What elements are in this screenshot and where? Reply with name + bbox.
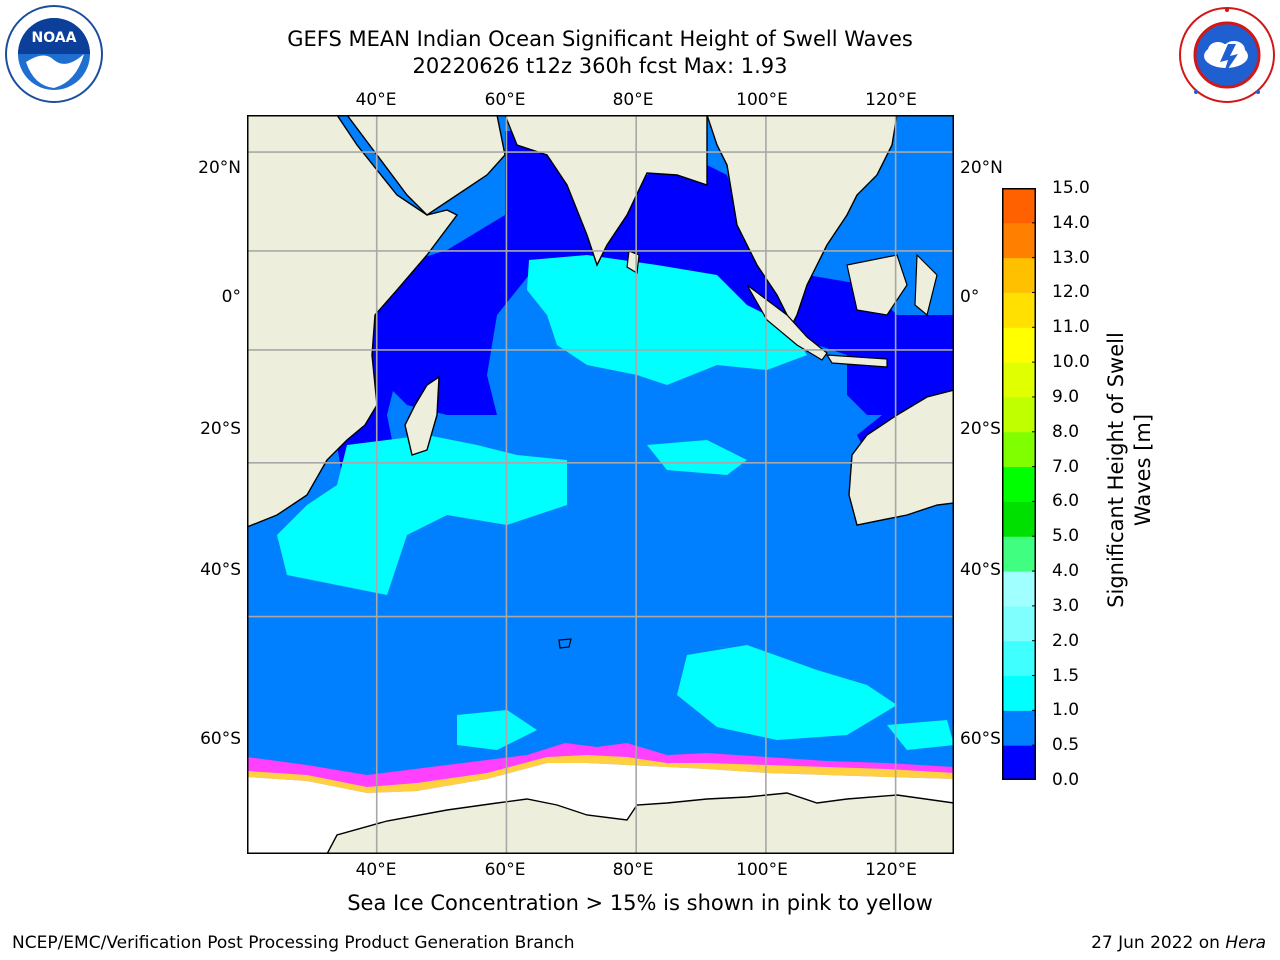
- land-australia: [848, 389, 954, 526]
- chart-subtitle: 20220626 t12z 360h fcst Max: 1.93: [412, 54, 788, 78]
- lon-tick-bottom: 60°E: [484, 860, 526, 880]
- colorbar-segment: [1002, 222, 1036, 259]
- colorbar-tick-label: 13.0: [1052, 247, 1090, 268]
- swell-mid-sw-indian: [277, 435, 567, 595]
- colorbar-tick-label: 15.0: [1052, 178, 1090, 198]
- colorbar-segment: [1002, 571, 1036, 607]
- land-sumatra: [746, 284, 828, 361]
- land-arabia: [346, 115, 506, 216]
- colorbar-segment: [1002, 675, 1036, 711]
- land-antarctica: [326, 792, 954, 854]
- colorbar-segment: [1002, 710, 1036, 746]
- colorbar-tick-label: 1.0: [1052, 700, 1080, 721]
- colorbar-segment: [1002, 501, 1036, 537]
- colorbar-tick-label: 4.0: [1052, 561, 1080, 582]
- lon-tick-top: 40°E: [355, 90, 397, 110]
- colorbar-border: [1002, 188, 1036, 780]
- colorbar-title: Significant Height of Swell Waves [m]: [1100, 300, 1160, 640]
- colorbar-segment: [1002, 257, 1036, 293]
- land-sulawesi: [914, 253, 938, 317]
- land-africa: [247, 115, 459, 528]
- lon-tick-bottom: 80°E: [612, 860, 654, 880]
- sea-ice-note: Sea Ice Concentration > 15% is shown in …: [347, 891, 933, 915]
- footer-credit: NCEP/EMC/Verification Post Processing Pr…: [12, 933, 575, 953]
- colorbar-tick-label: 0.5: [1052, 735, 1080, 756]
- colorbar: [1002, 187, 1036, 781]
- land-madagascar: [404, 375, 440, 456]
- land-southeast-asia: [706, 115, 898, 327]
- colorbar-tick-label: 10.0: [1052, 352, 1090, 373]
- colorbar-tick-label: 5.0: [1052, 526, 1080, 547]
- colorbar-segment: [1002, 292, 1036, 328]
- noaa-logo-text: NOAA: [32, 30, 77, 46]
- lat-tick-left: 20°N: [198, 158, 241, 178]
- colorbar-tick-label: 1.5: [1052, 665, 1080, 686]
- swell-mid-far-south: [887, 720, 954, 750]
- colorbar-segment: [1002, 396, 1036, 433]
- colorbar-tick-label: 12.0: [1052, 282, 1090, 303]
- colorbar-segment: [1002, 745, 1036, 781]
- lon-tick-top: 100°E: [736, 90, 788, 110]
- colorbar-tick-label: 7.0: [1052, 456, 1080, 477]
- land-kerguelen: [558, 638, 572, 649]
- lon-tick-top: 60°E: [484, 90, 526, 110]
- colorbar-segment: [1002, 466, 1036, 502]
- lat-tick-right: 40°S: [960, 560, 1001, 580]
- lon-tick-bottom: 40°E: [355, 860, 397, 880]
- land-borneo: [846, 254, 908, 316]
- colorbar-segment: [1002, 605, 1036, 642]
- swell-mid-south-west: [457, 710, 537, 750]
- colorbar-segment: [1002, 536, 1036, 572]
- colorbar-tick-label: 6.0: [1052, 491, 1080, 512]
- lat-tick-left: 0°: [221, 287, 241, 307]
- sea-ice-edge: [247, 743, 954, 793]
- lat-tick-left: 20°S: [200, 419, 241, 439]
- swell-mid-south-indian: [677, 645, 897, 740]
- swell-height-map[interactable]: [247, 115, 954, 854]
- colorbar-tick-label: 9.0: [1052, 386, 1080, 407]
- colorbar-segment: [1002, 327, 1036, 363]
- lon-tick-top: 80°E: [612, 90, 654, 110]
- lon-tick-bottom: 120°E: [865, 860, 917, 880]
- footer-date: 27 Jun 2022 on: [1091, 933, 1220, 953]
- lat-tick-right: 20°N: [960, 158, 1003, 178]
- colorbar-segment: [1002, 431, 1036, 468]
- map-gridlines: [247, 115, 954, 854]
- colorbar-tick-label: 0.0: [1052, 770, 1080, 790]
- colorbar-segment: [1002, 640, 1036, 677]
- lon-tick-top: 120°E: [865, 90, 917, 110]
- colorbar-segment: [1002, 362, 1036, 398]
- swell-mid-central: [647, 440, 747, 475]
- swell-mid-equatorial: [527, 255, 807, 385]
- colorbar-tick-label: 3.0: [1052, 595, 1080, 616]
- national-weather-service-logo-icon: [1176, 4, 1278, 106]
- colorbar-tick-label: 14.0: [1052, 212, 1090, 233]
- chart-title: GEFS MEAN Indian Ocean Significant Heigh…: [287, 27, 913, 51]
- sea-ice-edge-yellow: [247, 755, 954, 793]
- colorbar-tick-label: 11.0: [1052, 317, 1090, 338]
- land-java: [825, 354, 888, 368]
- lat-tick-right: 20°S: [960, 419, 1001, 439]
- colorbar-segment: [1002, 188, 1036, 224]
- lat-tick-left: 60°S: [200, 729, 241, 749]
- noaa-logo-icon: NOAA: [4, 4, 104, 104]
- colorbar-title-text: Significant Height of Swell Waves [m]: [1104, 332, 1155, 608]
- colorbar-tick-label: 8.0: [1052, 421, 1080, 442]
- lon-tick-bottom: 100°E: [736, 860, 788, 880]
- lat-tick-right: 60°S: [960, 729, 1001, 749]
- footer-host: Hera: [1225, 933, 1266, 953]
- footer-timestamp: 27 Jun 2022 on Hera: [1091, 932, 1266, 954]
- lat-tick-left: 40°S: [200, 560, 241, 580]
- lat-tick-right: 0°: [960, 287, 980, 307]
- colorbar-tick-label: 2.0: [1052, 630, 1080, 651]
